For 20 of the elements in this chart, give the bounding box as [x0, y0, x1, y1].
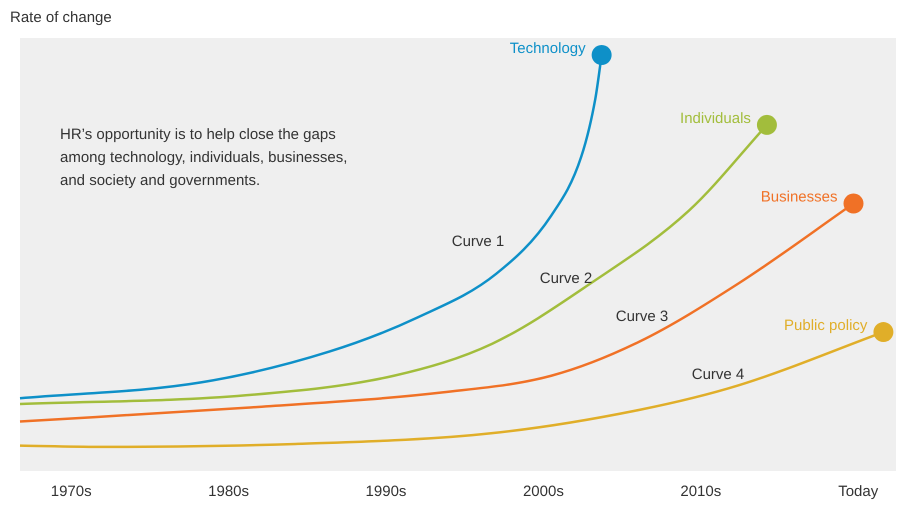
x-tick-label: 2000s	[522, 483, 564, 500]
point	[873, 322, 894, 342]
x-tick-label: 1970s	[50, 483, 92, 500]
series-label: Technology	[510, 40, 586, 58]
x-tick-label: 1990s	[366, 483, 406, 500]
x-tick-label: Today	[838, 483, 879, 500]
point	[592, 45, 612, 65]
annotation: HR’s opportunity is to help close the gaps among technology, individuals, businesses, and society and governments.	[60, 126, 348, 190]
series-label: Businesses	[760, 188, 838, 206]
annotation: Curve 4	[692, 366, 744, 384]
x-tick-label: 2010s	[680, 483, 722, 500]
point	[844, 194, 864, 214]
annotation: Curve 1	[452, 233, 504, 250]
annotation: Curve 2	[540, 270, 592, 288]
annotation: Curve 3	[616, 308, 668, 326]
series-label: Public policy	[784, 317, 868, 334]
y-axis-title: Rate of change	[10, 9, 112, 26]
x-tick-label: 1980s	[208, 483, 250, 500]
point	[756, 114, 777, 135]
series-label: Individuals	[680, 110, 751, 128]
